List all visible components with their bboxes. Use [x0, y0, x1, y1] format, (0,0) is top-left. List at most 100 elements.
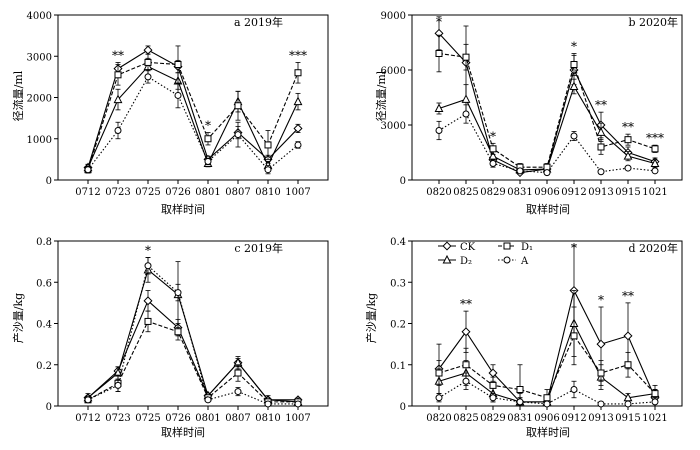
y-tick-label: 0.2: [390, 320, 406, 331]
series-circle: [435, 372, 659, 408]
data-point: [174, 61, 182, 68]
x-axis-label: 取样时间: [161, 202, 205, 216]
significance-mark: *: [145, 244, 151, 258]
x-tick-label: 0807: [225, 187, 250, 198]
data-point: [624, 361, 632, 369]
x-tick-label: 0829: [480, 187, 505, 198]
significance-mark: **: [622, 289, 634, 303]
legend-item-d1: D₁: [498, 242, 533, 253]
data-point: [597, 143, 605, 151]
x-tick-label: 0712: [75, 413, 100, 424]
data-point: [516, 386, 524, 393]
panel-tag: b 2020年: [628, 15, 678, 29]
data-point: [597, 369, 605, 377]
data-point: [651, 167, 659, 175]
y-tick-label: 3000: [27, 52, 52, 63]
data-point: [543, 394, 551, 402]
significance-mark: *: [205, 119, 211, 133]
panel-d: d 2020年 产沙量/kg 取样时间 CK D₁ D₂ A 0 0.1 0.2 0.…: [364, 237, 683, 439]
plot-frame: [57, 240, 329, 407]
x-tick-label: 0723: [105, 413, 130, 424]
significance-mark: ***: [289, 48, 307, 62]
y-tick-label: 0.4: [390, 237, 406, 248]
data-point: [234, 131, 242, 139]
significance-mark: *: [436, 15, 442, 29]
data-point: [623, 151, 633, 160]
x-tick-label: 0825: [453, 413, 478, 424]
data-point: [488, 151, 498, 160]
x-tick-label: 0912: [561, 413, 586, 424]
y-tick-label: 9000: [381, 11, 406, 22]
data-point: [204, 135, 212, 143]
x-tick-label: 0725: [135, 187, 160, 198]
legend: CK D₁ D₂ A: [438, 241, 533, 267]
data-point: [461, 94, 471, 103]
x-tick-label: 0831: [507, 187, 532, 198]
y-axis-label: 径流量/ml: [374, 70, 388, 121]
legend-label: CK: [460, 242, 476, 253]
data-point: [294, 400, 302, 408]
y-tick-label: 0.4: [36, 320, 52, 331]
panel-tag: d 2020年: [628, 241, 678, 255]
data-point: [623, 331, 633, 341]
data-point: [461, 327, 471, 337]
panel-tag: c 2019年: [234, 241, 283, 255]
x-tick-label: 0825: [453, 187, 478, 198]
data-point: [570, 132, 578, 140]
x-tick-label: 0820: [426, 187, 451, 198]
y-tick-label: 0.8: [36, 237, 52, 248]
series-line: [87, 76, 299, 171]
legend-marker: [442, 241, 452, 251]
x-tick-label: 1021: [642, 187, 667, 198]
series-square: [435, 306, 659, 407]
series-line: [87, 61, 299, 170]
data-point: [435, 50, 443, 57]
data-point: [650, 158, 660, 167]
data-point: [624, 164, 632, 172]
data-point: [114, 71, 122, 79]
series-line: [438, 334, 656, 399]
data-point: [293, 123, 303, 133]
y-tick-label: 0.6: [36, 278, 52, 289]
data-point: [624, 136, 632, 144]
x-tick-label: 0810: [255, 413, 280, 424]
y-axis-label: 产沙量/kg: [364, 293, 378, 343]
data-point: [489, 145, 497, 153]
legend-marker: [442, 254, 452, 264]
data-point: [596, 339, 606, 349]
data-point: [651, 390, 659, 398]
data-point: [569, 81, 579, 90]
data-point: [516, 167, 524, 175]
series-circle: [84, 257, 302, 408]
data-point: [144, 317, 152, 325]
data-point: [462, 53, 470, 61]
x-axis-label: 取样时间: [526, 202, 570, 216]
data-point: [113, 94, 123, 104]
data-point: [174, 91, 182, 99]
significance-mark: ***: [646, 131, 664, 145]
x-tick-label: 0725: [135, 413, 160, 424]
data-point: [264, 166, 272, 174]
data-point: [143, 45, 153, 55]
data-point: [651, 398, 659, 406]
y-tick-label: 4000: [27, 11, 52, 22]
x-tick-label: 1021: [642, 413, 667, 424]
x-tick-label: 0831: [507, 413, 532, 424]
data-point: [597, 400, 605, 408]
series-line: [87, 320, 298, 403]
plot-frame: [411, 14, 683, 181]
x-tick-label: 0801: [195, 187, 220, 198]
series-diamond: [434, 16, 660, 178]
significance-mark: **: [112, 48, 124, 62]
x-tick-label: 0906: [534, 187, 559, 198]
y-tick-label: 0: [400, 176, 406, 187]
data-point: [294, 69, 302, 77]
data-point: [264, 141, 272, 149]
data-point: [293, 96, 303, 106]
y-tick-label: 6000: [381, 66, 406, 77]
data-point: [294, 141, 302, 149]
data-point: [204, 396, 212, 404]
data-point: [570, 61, 578, 68]
